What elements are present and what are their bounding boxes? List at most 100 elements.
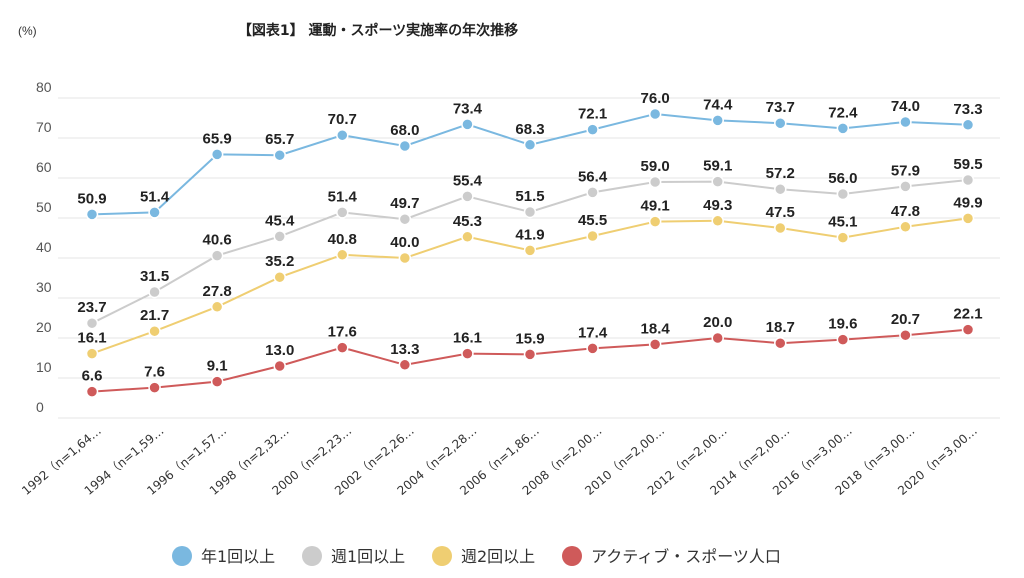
data-label: 59.1	[703, 158, 732, 175]
data-point	[85, 385, 99, 398]
data-point	[523, 348, 537, 361]
data-point	[711, 214, 724, 228]
data-label: 13.3	[390, 341, 419, 358]
data-label: 73.3	[953, 101, 982, 118]
data-point	[398, 358, 412, 372]
data-label: 73.7	[766, 99, 795, 116]
data-label: 55.4	[453, 172, 483, 189]
data-point	[398, 212, 412, 226]
series-3: 6.6 7.6 9.1 13.0 17.6 13.3 16.1 15.9 17.4 18.4 20.…	[82, 306, 983, 398]
data-label: 35.2	[265, 253, 294, 270]
data-point	[711, 114, 724, 127]
data-point	[586, 229, 599, 243]
data-point	[836, 122, 850, 135]
data-label: 76.0	[641, 90, 670, 107]
data-point	[648, 175, 662, 189]
data-point	[210, 148, 224, 161]
data-label: 51.4	[328, 188, 358, 205]
data-label: 56.0	[828, 170, 857, 187]
data-label: 70.7	[328, 111, 357, 128]
data-label: 74.0	[891, 98, 920, 115]
y-tick-label: 60	[36, 159, 52, 175]
data-label: 49.7	[390, 195, 419, 212]
data-point	[523, 244, 537, 257]
data-point	[961, 212, 975, 225]
y-tick-label: 70	[36, 119, 52, 135]
data-point	[836, 333, 850, 346]
data-point	[461, 347, 474, 360]
series-0: 50.9 51.4 65.9 65.7 70.7 68.0 73.4 68.3 72.1 76.0…	[77, 90, 983, 221]
data-label: 59.0	[641, 158, 670, 175]
data-label: 45.5	[578, 212, 607, 229]
data-label: 45.4	[265, 212, 295, 229]
legend-item: 年1回以上	[172, 546, 275, 566]
data-point	[586, 342, 599, 355]
data-point	[774, 116, 787, 130]
data-label: 68.3	[515, 121, 544, 138]
data-label: 47.5	[766, 204, 795, 221]
legend-marker	[172, 546, 192, 566]
data-label: 49.1	[641, 198, 670, 215]
data-point	[85, 316, 99, 330]
series-2: 16.1 21.7 27.8 35.2 40.8 40.0 45.3 41.9 45.5 49.1…	[77, 194, 983, 360]
y-axis-ticks: 0 10 20 30 40 50 60 70 80	[36, 79, 52, 415]
chart-title: 【図表1】 運動・スポーツ実施率の年次推移	[238, 22, 518, 39]
data-label: 51.4	[140, 188, 170, 205]
data-label: 27.8	[203, 283, 232, 300]
data-point	[961, 323, 975, 336]
data-label: 65.9	[203, 130, 232, 147]
data-point	[336, 248, 349, 262]
data-point	[523, 205, 537, 219]
data-point	[273, 230, 286, 243]
data-point	[774, 221, 787, 235]
data-point	[899, 180, 912, 193]
data-point	[148, 206, 161, 219]
data-label: 20.0	[703, 314, 732, 331]
legend-item: 週2回以上	[432, 546, 535, 566]
data-point	[648, 107, 662, 121]
data-label: 22.1	[953, 306, 982, 323]
legend-label: 年1回以上	[201, 547, 275, 566]
y-axis-unit-label: (%)	[18, 24, 37, 38]
data-point	[273, 148, 286, 162]
data-point	[210, 375, 224, 388]
data-label: 18.7	[766, 319, 795, 336]
data-point	[523, 138, 537, 152]
data-label: 72.1	[578, 106, 607, 123]
data-point	[336, 206, 349, 219]
data-label: 21.7	[140, 307, 169, 324]
data-point	[398, 251, 412, 265]
data-point	[85, 347, 99, 360]
data-point	[336, 341, 349, 354]
y-tick-label: 50	[36, 199, 52, 215]
data-point	[774, 182, 787, 196]
data-label: 57.2	[766, 165, 795, 182]
data-point	[586, 186, 599, 199]
legend-item: 週1回以上	[302, 546, 405, 566]
data-point	[148, 381, 161, 394]
data-point	[461, 230, 474, 244]
data-label: 45.3	[453, 213, 482, 230]
data-label: 16.1	[453, 330, 482, 347]
data-label: 9.1	[207, 358, 228, 375]
data-point	[711, 331, 724, 345]
data-point	[461, 190, 474, 203]
data-label: 7.6	[144, 364, 165, 381]
data-point	[899, 220, 912, 234]
legend-marker	[302, 546, 322, 566]
data-point	[273, 270, 286, 284]
y-tick-label: 20	[36, 319, 52, 335]
y-tick-label: 40	[36, 239, 52, 255]
legend-marker	[562, 546, 582, 566]
data-label: 6.6	[82, 368, 103, 385]
data-label: 40.0	[390, 234, 419, 251]
data-point	[398, 139, 412, 153]
data-label: 40.8	[328, 231, 357, 248]
data-label: 73.4	[453, 100, 483, 117]
data-point	[336, 128, 349, 142]
data-label: 56.4	[578, 168, 608, 185]
data-label: 17.4	[578, 324, 608, 341]
y-tick-label: 80	[36, 79, 52, 95]
data-point	[836, 187, 850, 201]
data-point	[648, 215, 662, 228]
